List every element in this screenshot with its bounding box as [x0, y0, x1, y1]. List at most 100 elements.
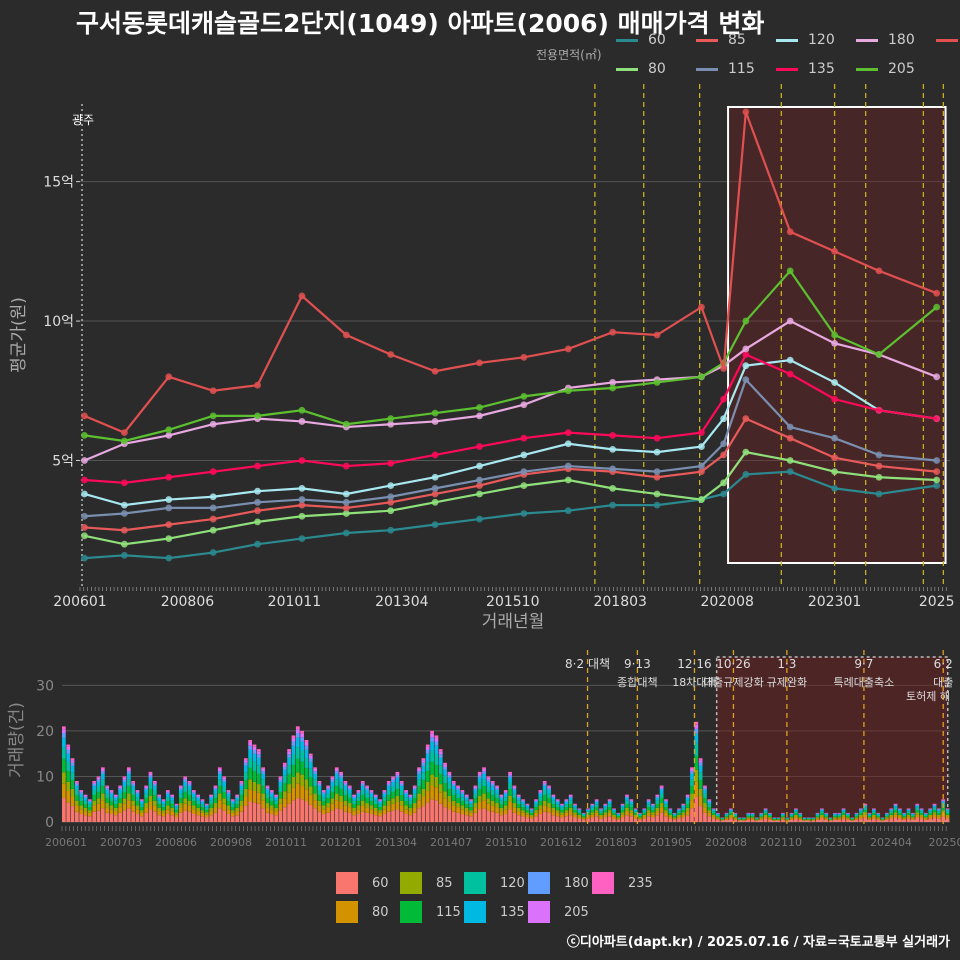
bar-segment-60 [126, 808, 131, 822]
bar-legend-label: 180 [564, 875, 589, 891]
bar-segment-120 [880, 818, 885, 819]
bar-segment-115 [742, 818, 746, 820]
bar-segment-120 [243, 772, 248, 780]
bar-segment-180 [568, 796, 573, 798]
series-point-80 [387, 507, 395, 515]
bar-segment-85 [893, 812, 898, 815]
bar-segment-235 [135, 790, 140, 792]
bar-segment-135 [642, 809, 647, 812]
bar-segment-85 [79, 805, 84, 810]
bar-segment-135 [798, 813, 803, 815]
bar-segment-120 [915, 807, 920, 810]
policy-label: 9·13 [624, 657, 651, 671]
bar-segment-205 [560, 804, 564, 806]
bar-segment-60 [74, 811, 79, 822]
policy-sublabel: 대출 [933, 676, 953, 689]
bar-segment-80 [781, 818, 785, 820]
bar-segment-80 [555, 812, 560, 817]
bar-segment-115 [872, 812, 876, 815]
bar-segment-235 [538, 790, 543, 792]
bar-segment-120 [594, 804, 599, 807]
bar-segment-235 [352, 794, 356, 796]
bar-segment-135 [625, 797, 629, 801]
bar-segment-135 [425, 753, 430, 762]
series-point-120 [387, 482, 395, 489]
bar-segment-235 [248, 740, 252, 743]
bar-segment-115 [274, 803, 278, 808]
bar-segment-120 [850, 818, 855, 819]
bar-segment-180 [763, 809, 768, 810]
bar-segment-120 [724, 814, 729, 816]
series-point-205 [342, 420, 350, 428]
bar-segment-235 [109, 790, 114, 792]
series-point-135 [831, 395, 838, 403]
bar-segment-180 [729, 809, 733, 810]
bar-segment-205 [62, 729, 66, 734]
bar-segment-180 [96, 779, 101, 782]
bar-segment-60 [326, 812, 330, 822]
bar-segment-60 [945, 818, 950, 822]
bar-x-tick-label: 201407 [430, 836, 472, 849]
bar-segment-60 [378, 816, 382, 822]
bar-segment-85 [96, 798, 101, 804]
bar-segment-205 [516, 795, 521, 797]
bar-segment-80 [759, 818, 764, 820]
bar-segment-80 [191, 809, 196, 815]
bar-segment-180 [612, 809, 616, 810]
bar-segment-115 [802, 818, 807, 820]
bar-x-tick-label: 202110 [760, 836, 802, 849]
bar-segment-135 [512, 789, 517, 794]
bar-segment-135 [399, 785, 404, 791]
bar-segment-80 [460, 809, 465, 815]
series-point-205 [698, 373, 705, 381]
bar-segment-120 [568, 800, 573, 804]
bar-segment-205 [178, 786, 183, 789]
bar-segment-135 [833, 813, 837, 815]
bar-legend-swatch [336, 872, 358, 894]
bar-segment-180 [707, 800, 712, 802]
bar-segment-85 [776, 819, 781, 821]
bar-segment-85 [443, 791, 447, 799]
bar-segment-120 [447, 782, 452, 789]
bar-segment-180 [369, 792, 374, 794]
bar-segment-60 [906, 818, 911, 822]
bar-segment-135 [581, 813, 586, 815]
bar-segment-135 [347, 789, 352, 794]
bar-segment-120 [555, 804, 560, 807]
bar-segment-80 [352, 811, 356, 816]
bar-segment-80 [681, 814, 686, 818]
bar-segment-120 [438, 765, 443, 774]
bar-segment-60 [278, 810, 283, 822]
bar-segment-180 [560, 805, 564, 806]
bar-segment-85 [555, 810, 560, 813]
bar-segment-80 [841, 816, 846, 819]
bar-segment-85 [105, 803, 110, 808]
series-point-235 [209, 387, 217, 395]
bar-segment-115 [378, 806, 382, 811]
bar-x-tick-label: 202008 [705, 836, 747, 849]
bar-segment-115 [937, 812, 941, 815]
bar-segment-80 [217, 800, 222, 809]
bar-segment-80 [252, 791, 257, 803]
bar-segment-235 [412, 785, 417, 787]
bar-segment-115 [239, 794, 244, 801]
series-point-115 [720, 440, 728, 448]
bar-segment-60 [373, 815, 378, 822]
bar-highlight-region [715, 656, 949, 822]
bar-segment-205 [434, 738, 439, 742]
policy-label: 1·3 [777, 657, 796, 671]
bar-segment-85 [421, 788, 426, 797]
bar-segment-60 [317, 811, 322, 822]
bar-segment-135 [837, 813, 842, 815]
bar-segment-235 [200, 799, 205, 800]
legend-line [856, 38, 878, 42]
bar-segment-120 [456, 793, 460, 798]
annotation-left: 광주 [72, 113, 94, 127]
bar-segment-80 [750, 818, 755, 820]
bar-segment-135 [222, 781, 227, 787]
bar-segment-80 [343, 805, 348, 812]
series-point-120 [786, 356, 794, 364]
bar-segment-60 [187, 811, 192, 822]
bar-segment-180 [859, 809, 863, 810]
bar-segment-85 [746, 817, 751, 819]
